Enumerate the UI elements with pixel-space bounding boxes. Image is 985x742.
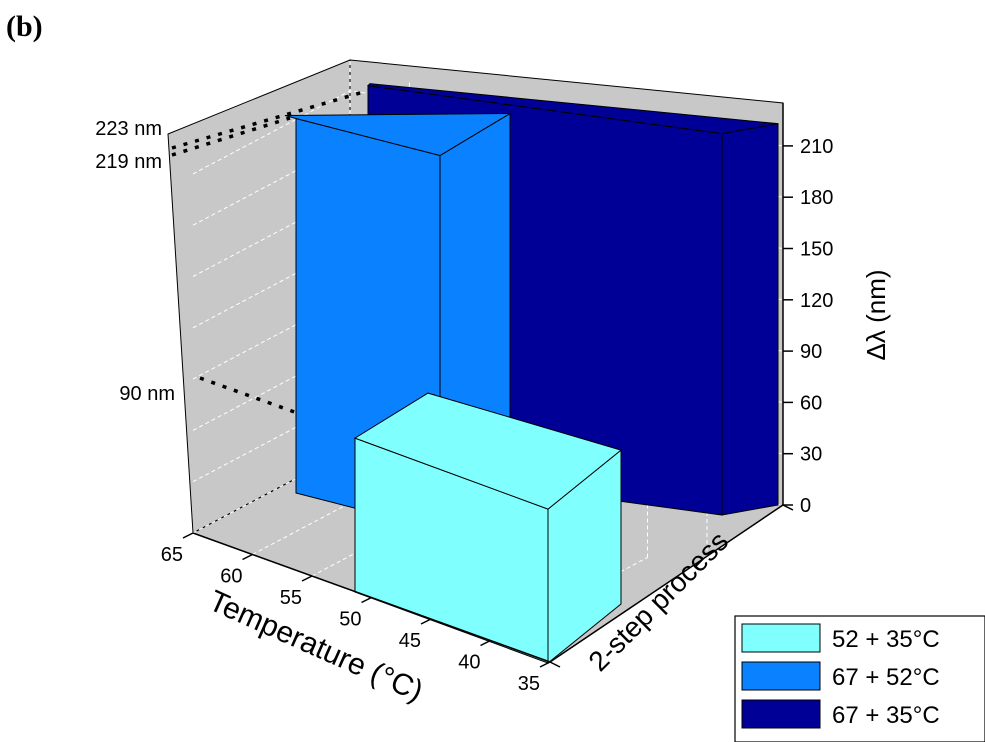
z-tick-label: 150 (800, 239, 833, 261)
legend-label: 52 + 35°C (832, 626, 940, 653)
z-tick-label: 180 (800, 187, 833, 209)
reference-label: 90 nm (119, 383, 175, 405)
panel-label: (b) (6, 10, 43, 43)
z-axis: 0 30 60 90 120 150 180 210 (782, 103, 833, 517)
x-tick-label: 60 (220, 566, 242, 588)
reference-line (171, 116, 291, 157)
z-tick-label: 90 (800, 341, 822, 363)
z-axis-title: Δλ (nm) (861, 269, 891, 360)
z-tick-label: 30 (800, 444, 822, 466)
y-tick (549, 661, 561, 668)
z-tick-label: 120 (800, 290, 833, 312)
x-axis: 65 60 55 50 45 40 35 (161, 532, 551, 695)
bar-2-top (284, 112, 512, 157)
x-tick (539, 661, 551, 668)
x-tick-label: 45 (399, 630, 421, 652)
x-tick (480, 639, 491, 647)
legend-label: 67 + 52°C (832, 664, 940, 691)
reference-label: 223 nm (95, 118, 162, 140)
x-tick-label: 35 (518, 673, 540, 695)
y-axis (549, 504, 794, 668)
y-axis-line (549, 504, 784, 663)
x-tick-label: 40 (458, 652, 480, 674)
x-tick (420, 618, 432, 625)
x-tick-label: 50 (339, 609, 361, 631)
legend-swatch (741, 623, 821, 653)
x-tick (301, 575, 313, 582)
z-tick-label: 60 (800, 392, 822, 414)
legend-swatch (741, 661, 821, 691)
x-tick-label: 65 (161, 544, 183, 566)
legend: 52 + 35°C 67 + 52°C 67 + 35°C (734, 615, 985, 742)
legend-swatch (741, 699, 821, 729)
x-tick (182, 532, 194, 539)
x-tick (242, 553, 253, 561)
bar-3-top (366, 83, 779, 135)
reference-line (171, 88, 371, 150)
x-tick-label: 55 (280, 587, 302, 609)
z-tick-label: 210 (800, 136, 833, 158)
z-tick-label: 0 (800, 495, 811, 517)
bar-3-side (721, 123, 779, 516)
grid-line-x (549, 578, 708, 663)
bars (284, 83, 779, 665)
reference-label: 219 nm (95, 151, 162, 173)
x-tick (361, 596, 372, 604)
y-tick (782, 504, 794, 511)
legend-label: 67 + 35°C (832, 702, 940, 729)
bar-1-top (353, 392, 623, 510)
